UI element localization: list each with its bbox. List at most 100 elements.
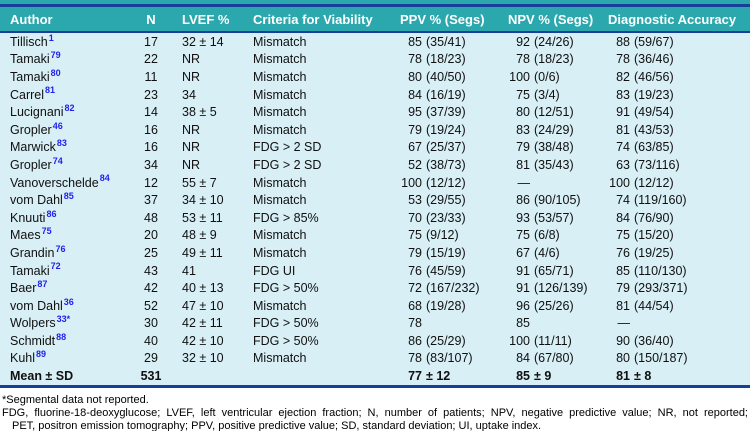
ppv-cell: 53 (29/55) (395, 193, 503, 207)
mean-npv-value: 85 (516, 369, 530, 384)
column-header-author: Author (10, 11, 53, 27)
author-cell: Vanoverschelde84 (0, 173, 130, 190)
author-name: Carrel (10, 87, 45, 102)
npv-cell: 80 (12/51) (503, 105, 603, 119)
citation-reference[interactable]: 80 (50, 67, 61, 78)
diagnostic-accuracy-segments: (63/85) (634, 140, 674, 155)
npv-segments: (6/8) (534, 228, 560, 243)
da-cell: 84 (76/90) (603, 211, 750, 225)
npv-segments: (38/48) (534, 140, 574, 155)
n-cell: 12 (144, 175, 158, 190)
author-name: Grandin (10, 245, 55, 260)
author-name: Tamaki (10, 52, 50, 67)
citation-reference[interactable]: 36 (63, 296, 74, 307)
author-name: Gropler (10, 122, 52, 137)
ppv-segments: (12/12) (426, 175, 466, 190)
citation-reference[interactable]: 76 (55, 243, 66, 254)
diagnostic-accuracy-segments: (73/116) (634, 157, 680, 172)
n-cell: 42 (144, 281, 158, 296)
author-cell: Schmidt88 (0, 331, 130, 348)
npv-cell: 96 (25/26) (503, 299, 603, 313)
npv-value: 67 (516, 245, 530, 260)
npv-segments: (4/6) (534, 245, 560, 260)
diagnostic-accuracy-segments: (19/25) (634, 245, 674, 260)
ppv-segments: (40/50) (426, 69, 466, 84)
table-row: Maes75 20 48 ± 9 Mismatch 75 (9/12) 75 (6/… (0, 227, 750, 245)
citation-reference[interactable]: 83 (56, 138, 67, 149)
lvef-cell: 38 ± 5 (182, 105, 217, 120)
ppv-segments: (35/41) (426, 34, 466, 49)
npv-value: 85 (516, 316, 530, 331)
citation-reference[interactable]: 85 (63, 190, 74, 201)
table-header-row: Author N LVEF % Criteria for Viability P… (0, 7, 750, 31)
table-row: Carrel81 23 34 Mismatch 84 (16/19) 75 (3/4… (0, 86, 750, 104)
citation-reference[interactable]: 84 (99, 173, 110, 184)
npv-value: 84 (516, 351, 530, 366)
citation-reference[interactable]: 79 (50, 50, 61, 61)
n-cell: 23 (144, 87, 158, 102)
citation-reference[interactable]: 87 (37, 278, 48, 289)
ppv-cell: 70 (23/33) (395, 211, 503, 225)
n-cell: 16 (144, 140, 158, 155)
diagnostic-accuracy-segments: (19/23) (634, 87, 674, 102)
criteria-cell: FDG > 50% (253, 281, 319, 296)
lvef-cell: 34 ± 10 (182, 193, 224, 208)
citation-reference[interactable]: 72 (50, 261, 61, 272)
citation-reference[interactable]: 86 (46, 208, 57, 219)
top-teal-strip (0, 0, 750, 4)
citation-reference[interactable]: 75 (41, 226, 52, 237)
table-body: Tillisch1 17 32 ± 14 Mismatch 85 (35/41) … (0, 33, 750, 385)
ppv-cell: 86 (25/29) (395, 334, 503, 348)
diagnostic-accuracy-value: 78 (616, 52, 630, 67)
citation-reference[interactable]: 88 (56, 331, 67, 342)
da-cell: 74 (63/85) (603, 140, 750, 154)
citation-reference[interactable]: 46 (52, 120, 63, 131)
citation-reference[interactable]: 1 (48, 32, 54, 43)
n-cell: 43 (144, 263, 158, 278)
npv-segments: (3/4) (534, 87, 560, 102)
n-cell: 25 (144, 245, 158, 260)
lvef-cell: 55 ± 7 (182, 175, 217, 190)
da-cell: 81 (43/53) (603, 123, 750, 137)
mean-da-cell: 81 ± 8 (603, 369, 750, 383)
ppv-segments: (37/39) (426, 105, 466, 120)
citation-reference[interactable]: 89 (36, 349, 47, 360)
citation-reference[interactable]: 74 (52, 155, 63, 166)
ppv-value: 95 (408, 105, 422, 120)
npv-cell: 86 (90/105) (503, 193, 603, 207)
author-name: Wolpers (10, 316, 56, 331)
table-row: Tamaki79 22 NR Mismatch 78 (18/23) 78 (18/… (0, 51, 750, 69)
lvef-cell: 40 ± 13 (182, 281, 224, 296)
npv-cell: 84 (67/80) (503, 351, 603, 365)
criteria-cell: Mismatch (253, 105, 307, 120)
author-name: Schmidt (10, 333, 56, 348)
author-name: Maes (10, 228, 41, 243)
citation-reference[interactable]: 82 (64, 103, 75, 114)
da-cell: 90 (36/40) (603, 334, 750, 348)
npv-value: 83 (516, 122, 530, 137)
author-cell: Gropler46 (0, 120, 130, 137)
mean-n-cell: 531 (140, 369, 162, 384)
criteria-cell: FDG > 85% (253, 210, 319, 225)
footnote-segmental: *Segmental data not reported. (2, 393, 149, 406)
ppv-segments: (83/107) (426, 351, 473, 366)
author-name: Gropler (10, 157, 52, 172)
npv-cell: 91 (126/139) (503, 281, 603, 295)
npv-cell: 75 (6/8) (503, 228, 603, 242)
table-row: Schmidt88 40 42 ± 10 FDG > 50% 86 (25/29)… (0, 332, 750, 350)
npv-cell: 81 (35/43) (503, 158, 603, 172)
npv-segments: (90/105) (534, 193, 581, 208)
lvef-cell: 42 ± 10 (182, 333, 224, 348)
diagnostic-accuracy-segments: (46/56) (634, 69, 674, 84)
lvef-cell: 53 ± 11 (182, 210, 223, 225)
ppv-segments: (167/232) (426, 281, 480, 296)
footnotes: *Segmental data not reported. FDG, fluor… (0, 387, 750, 431)
npv-value: 91 (516, 263, 530, 278)
diagnostic-accuracy-value: 91 (616, 105, 630, 120)
citation-reference[interactable]: 81 (45, 85, 56, 96)
ppv-value: 79 (408, 245, 422, 260)
ppv-value: 68 (408, 298, 422, 313)
citation-reference[interactable]: 33* (56, 314, 71, 325)
column-header-lvef: LVEF % (182, 11, 230, 27)
criteria-cell: Mismatch (253, 69, 307, 84)
